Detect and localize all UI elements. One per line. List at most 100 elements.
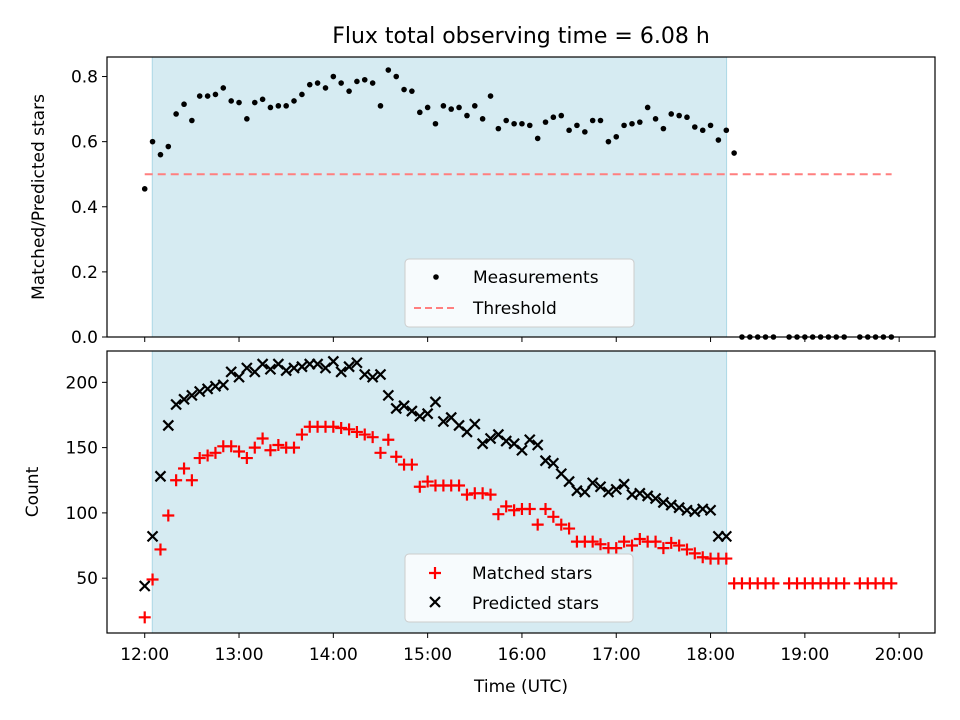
predicted-star-point [665,499,678,511]
matched-star-point [421,475,434,488]
predicted-star-point [335,366,347,378]
matched-star-point [335,422,348,435]
predicted-star-point [390,402,403,415]
matched-star-point [460,488,473,501]
measurement-point [519,120,525,127]
matched-star-point [539,502,552,515]
top-y-axis: 0.0 0.2 0.4 0.6 0.8 [71,68,107,348]
measurement-point [346,88,352,94]
matched-star-point [610,542,623,555]
measurement-point [204,93,211,99]
measurement-point [699,127,706,134]
matched-star-point [358,428,371,441]
matched-star-point [256,432,269,445]
x-tick-label: 18:00 [686,645,735,665]
measurement-point [621,122,627,129]
measurement-point [267,104,274,111]
matched-star-point [146,573,159,586]
legend-matched-marker [429,567,441,579]
predicted-star-point [366,371,379,383]
measurement-point [424,104,431,111]
measurement-point [464,112,470,119]
measurement-point [731,150,737,156]
chart-title: Flux total observing time = 6.08 h [332,24,710,49]
predicted-star-point [602,486,615,498]
measurement-point [432,120,439,127]
measurement-point [448,106,455,112]
predicted-star-point [311,358,324,370]
measurement-point [574,122,580,129]
matched-star-point [138,611,151,624]
bottom-panel: 50 100 150 200 12:00 13:00 14:00 15:00 16:00 17:… [23,350,936,697]
measurement-point [440,103,447,109]
matched-star-point [366,431,379,444]
measurement-point [244,116,250,122]
x-tick-label: 20:00 [875,645,924,665]
matched-star-point [413,480,426,493]
measurement-point [251,99,258,106]
measurement-point [149,138,156,145]
measurement-point [692,124,698,130]
matched-star-point [233,445,246,458]
predicted-star-point [673,501,685,514]
predicted-star-point [414,410,426,423]
matched-star-point [680,543,693,556]
matched-star-point [500,500,513,513]
measurement-point [173,111,179,117]
x-tick-label: 14:00 [309,645,358,665]
bottom-x-axis: 12:00 13:00 14:00 15:00 16:00 17:00 18:00 19:00… [120,633,924,665]
matched-star-point [649,535,662,548]
predicted-star-point [539,454,552,467]
measurement-point [299,91,305,98]
measurement-point [503,117,509,124]
measurement-point [330,73,337,80]
predicted-star-point [610,483,623,496]
measurement-point [401,86,407,93]
bottom-y-tick-label: 150 [66,439,98,459]
measurement-point [417,109,423,116]
top-y-tick-label: 0.2 [71,263,98,283]
measurement-point [306,81,313,88]
legend-measurements-marker [433,274,439,280]
predicted-star-point [586,477,599,489]
matched-star-point [327,420,340,433]
matched-star-point [225,440,238,453]
predicted-star-point [264,363,277,376]
predicted-star-point [531,439,544,451]
bottom-y-tick-label: 200 [66,373,98,393]
predicted-star-point [296,360,308,373]
matched-star-point [390,450,403,463]
predicted-star-point [618,478,630,490]
matched-star-point [767,577,780,590]
predicted-star-point [358,368,371,381]
predicted-star-point [193,385,206,398]
predicted-star-point [170,398,182,411]
top-x-axis [144,337,900,342]
predicted-star-point [406,405,418,417]
matched-star-point [531,518,544,531]
x-tick-label: 15:00 [403,645,452,665]
x-tick-label: 16:00 [497,645,546,665]
measurement-point [212,91,219,98]
predicted-star-point [351,356,363,369]
matched-star-point [555,518,568,531]
matched-star-point [170,474,183,487]
predicted-star-point [516,444,528,456]
top-panel: Flux total observing time = 6.08 h 0.00.… [29,24,936,348]
predicted-star-point [201,383,214,395]
matched-star-point [201,449,214,462]
measurement-point [526,122,533,129]
x-tick-label: 19:00 [780,645,829,665]
bottom-axes-frame [106,350,936,634]
measurement-point [613,133,620,140]
predicted-star-point [476,437,489,450]
measurement-point [582,129,588,135]
bottom-y-axis: 50 100 150 200 [66,373,107,589]
measurement-point [707,122,714,129]
measurement-point [322,85,329,91]
matched-star-point [523,502,536,515]
measurement-point [196,93,203,99]
predicted-star-point [162,419,175,432]
matched-star-point [547,510,560,523]
